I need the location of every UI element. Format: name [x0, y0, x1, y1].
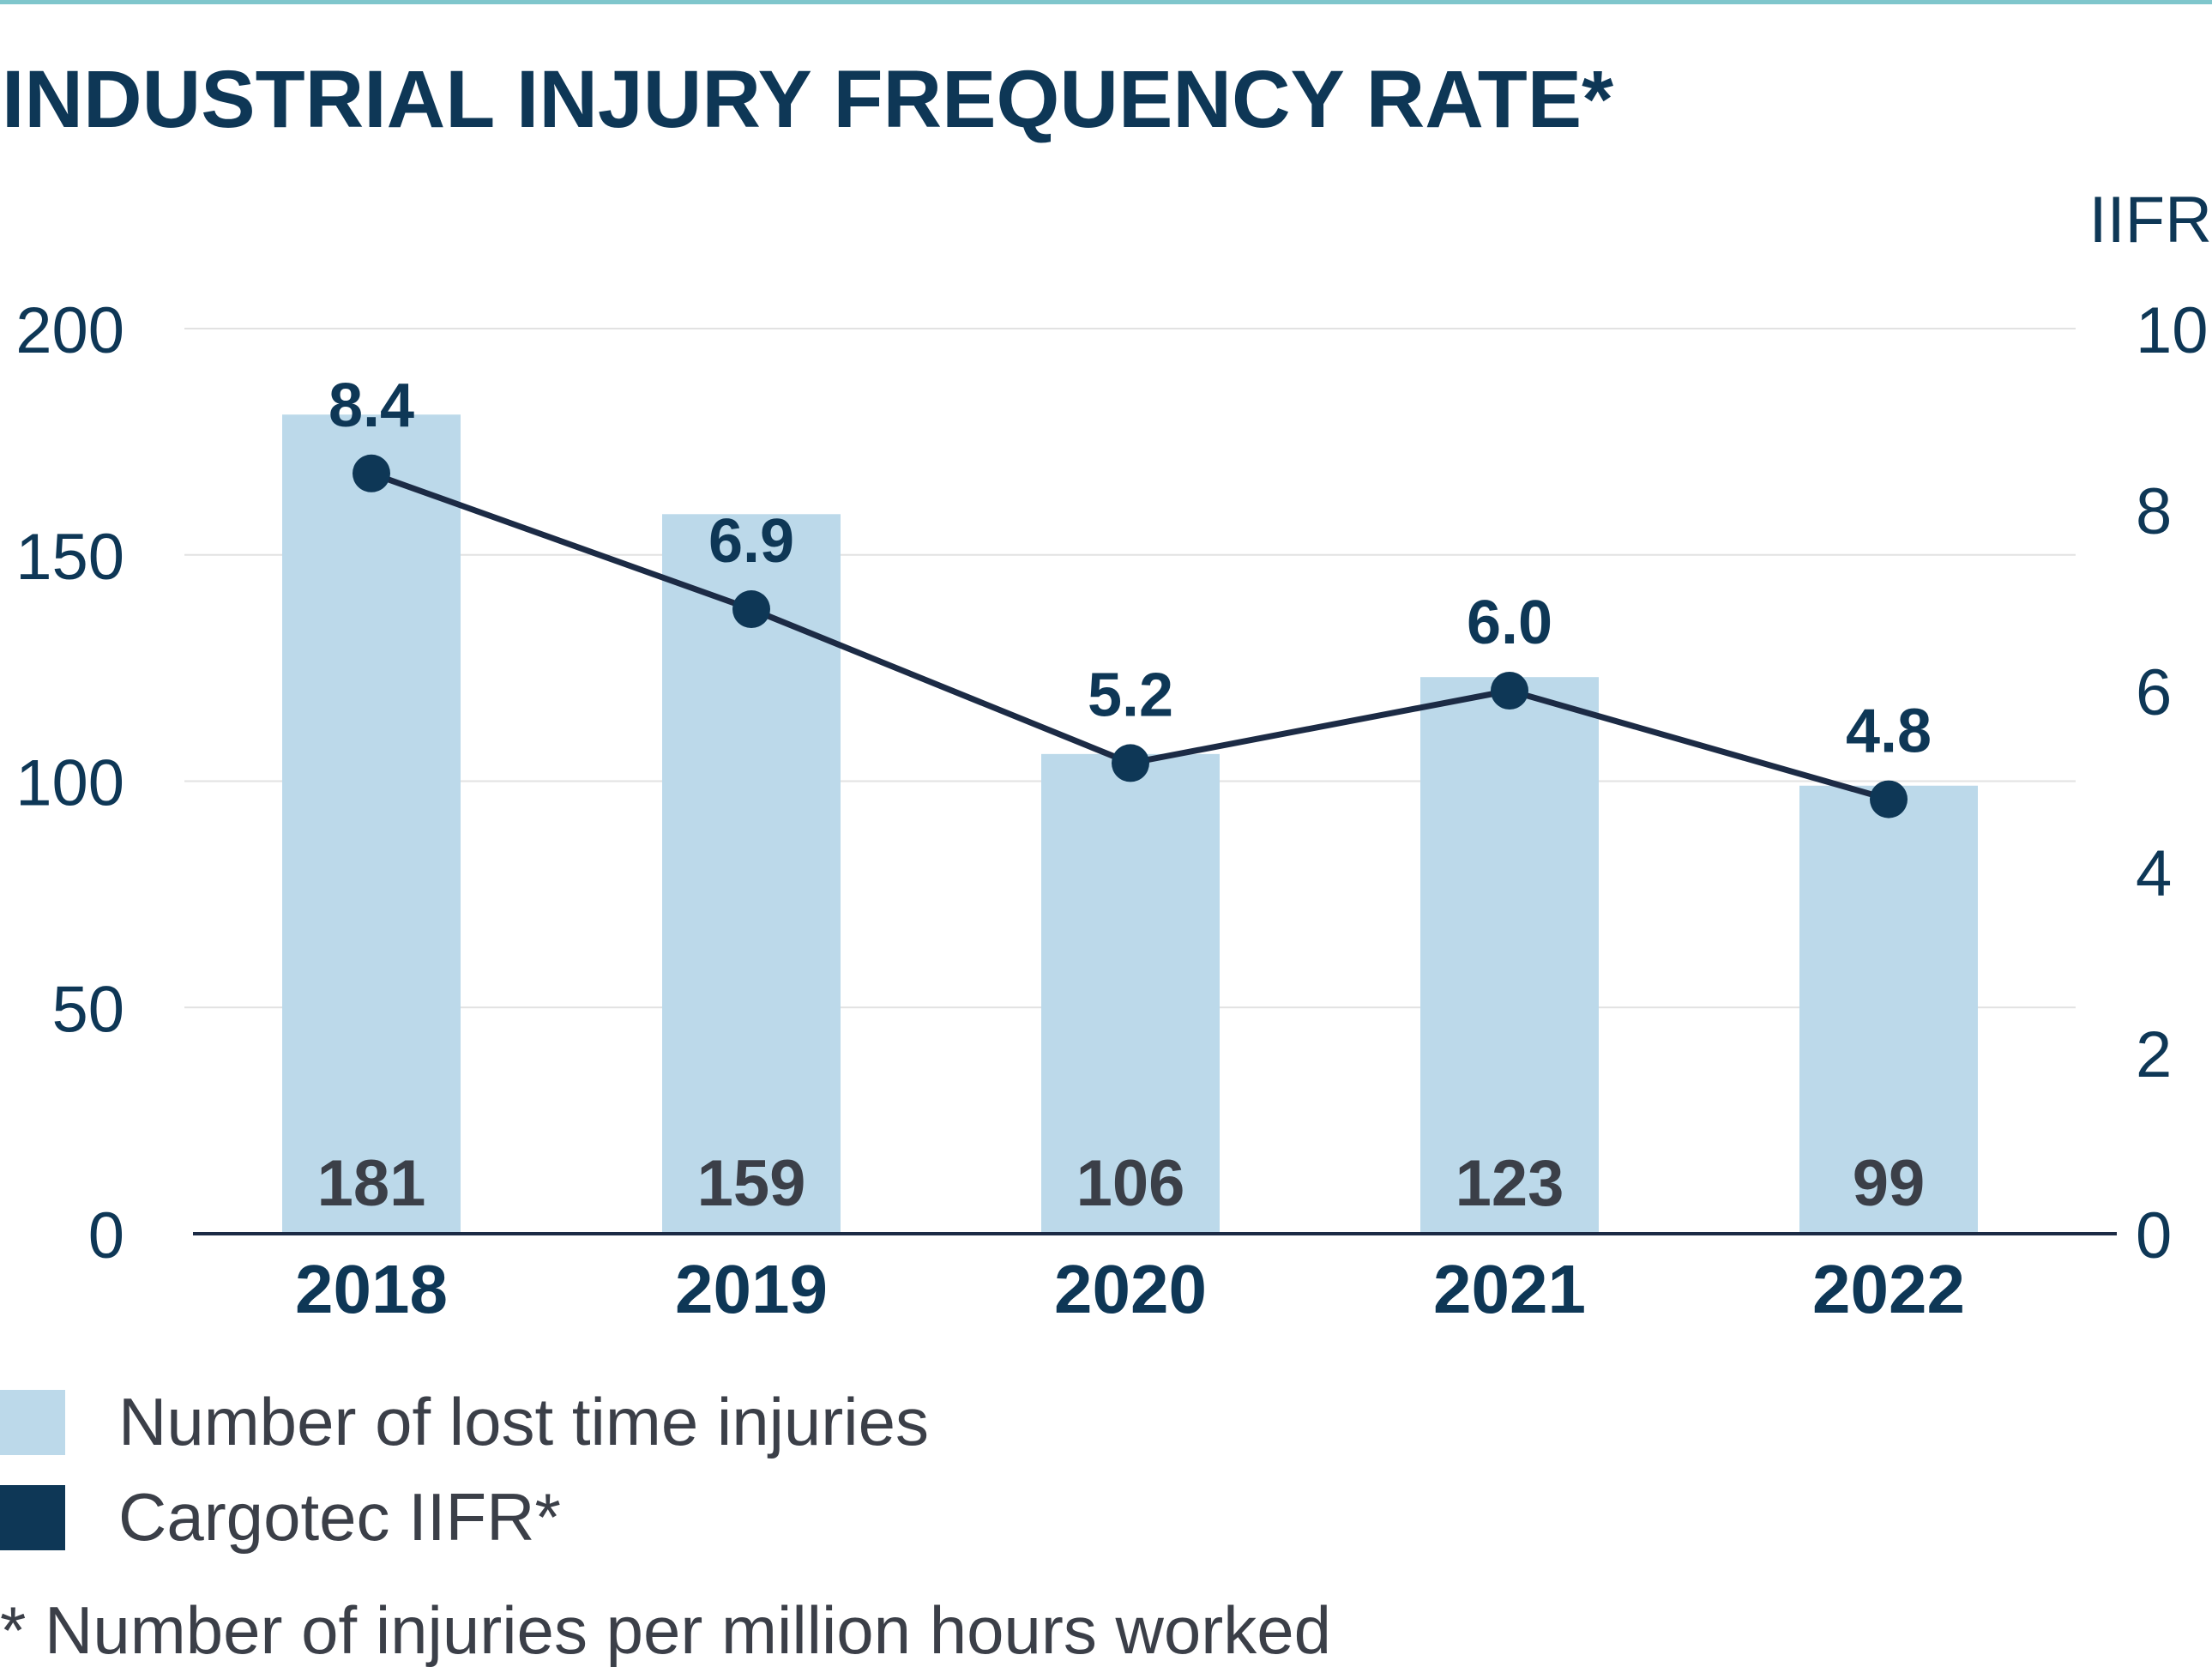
left-axis-tick-label: 0: [88, 1199, 124, 1272]
iifr-point-2020: [1112, 744, 1149, 782]
chart-plot: 0 50 100 150 200 IIFR 0 2 4 6 8 10 2018 2019 2020 2021 2…: [15, 184, 2212, 1327]
x-tick-label-2018: 2018: [295, 1251, 448, 1327]
chart-title: INDUSTRIAL INJURY FREQUENCY RATE*: [2, 54, 1614, 145]
iifr-point-2021: [1491, 672, 1528, 710]
legend-swatch-bars: [0, 1389, 65, 1455]
iifr-value-label: 5.2: [1088, 661, 1173, 729]
footnote: * Number of injuries per million hours w…: [0, 1592, 1331, 1668]
iifr-value-label: 6.9: [708, 507, 794, 576]
bar-value-label: 181: [317, 1147, 426, 1220]
iifr-value-label: 4.8: [1846, 698, 1932, 766]
bar-2022: [1799, 785, 1978, 1234]
legend-item-line: Cargotec IIFR*: [0, 1478, 561, 1556]
bar-value-label: 99: [1853, 1147, 1926, 1220]
legend-swatch-line: [0, 1484, 65, 1550]
iifr-point-2022: [1870, 780, 1908, 818]
left-axis-tick-label: 100: [15, 747, 124, 820]
x-tick-label-2022: 2022: [1812, 1251, 1965, 1327]
left-axis-tick-label: 150: [15, 521, 124, 594]
legend-item-bars: Number of lost time injuries: [0, 1383, 929, 1461]
left-axis-tick-label: 50: [51, 973, 124, 1046]
left-axis-tick-label: 200: [15, 294, 124, 367]
x-tick-label-2021: 2021: [1433, 1251, 1586, 1327]
iifr-point-2019: [732, 590, 770, 629]
bar-value-label: 159: [697, 1147, 806, 1220]
bar-value-label: 106: [1076, 1147, 1185, 1220]
bar-2020: [1041, 753, 1220, 1234]
right-axis-tick-label: 6: [2136, 656, 2172, 729]
right-axis-tick-label: 8: [2136, 475, 2172, 548]
x-tick-label-2020: 2020: [1054, 1251, 1207, 1327]
bar-value-label: 123: [1456, 1147, 1564, 1220]
iifr-value-label: 6.0: [1467, 589, 1552, 657]
bar-2018: [282, 414, 461, 1235]
right-axis-tick-label: 4: [2136, 837, 2172, 910]
bar-2021: [1420, 677, 1599, 1234]
iifr-value-label: 8.4: [328, 371, 414, 440]
legend-label-bars: Number of lost time injuries: [118, 1384, 929, 1459]
legend-label-line: Cargotec IIFR*: [118, 1479, 561, 1555]
x-tick-label-2019: 2019: [675, 1251, 828, 1327]
iifr-point-2018: [353, 454, 390, 492]
top-rule: [0, 0, 2212, 4]
right-axis-tick-label: 10: [2136, 294, 2209, 367]
right-axis-tick-label: 2: [2136, 1018, 2172, 1091]
right-axis-title: IIFR: [2088, 184, 2212, 257]
right-axis-tick-label: 0: [2136, 1199, 2172, 1272]
